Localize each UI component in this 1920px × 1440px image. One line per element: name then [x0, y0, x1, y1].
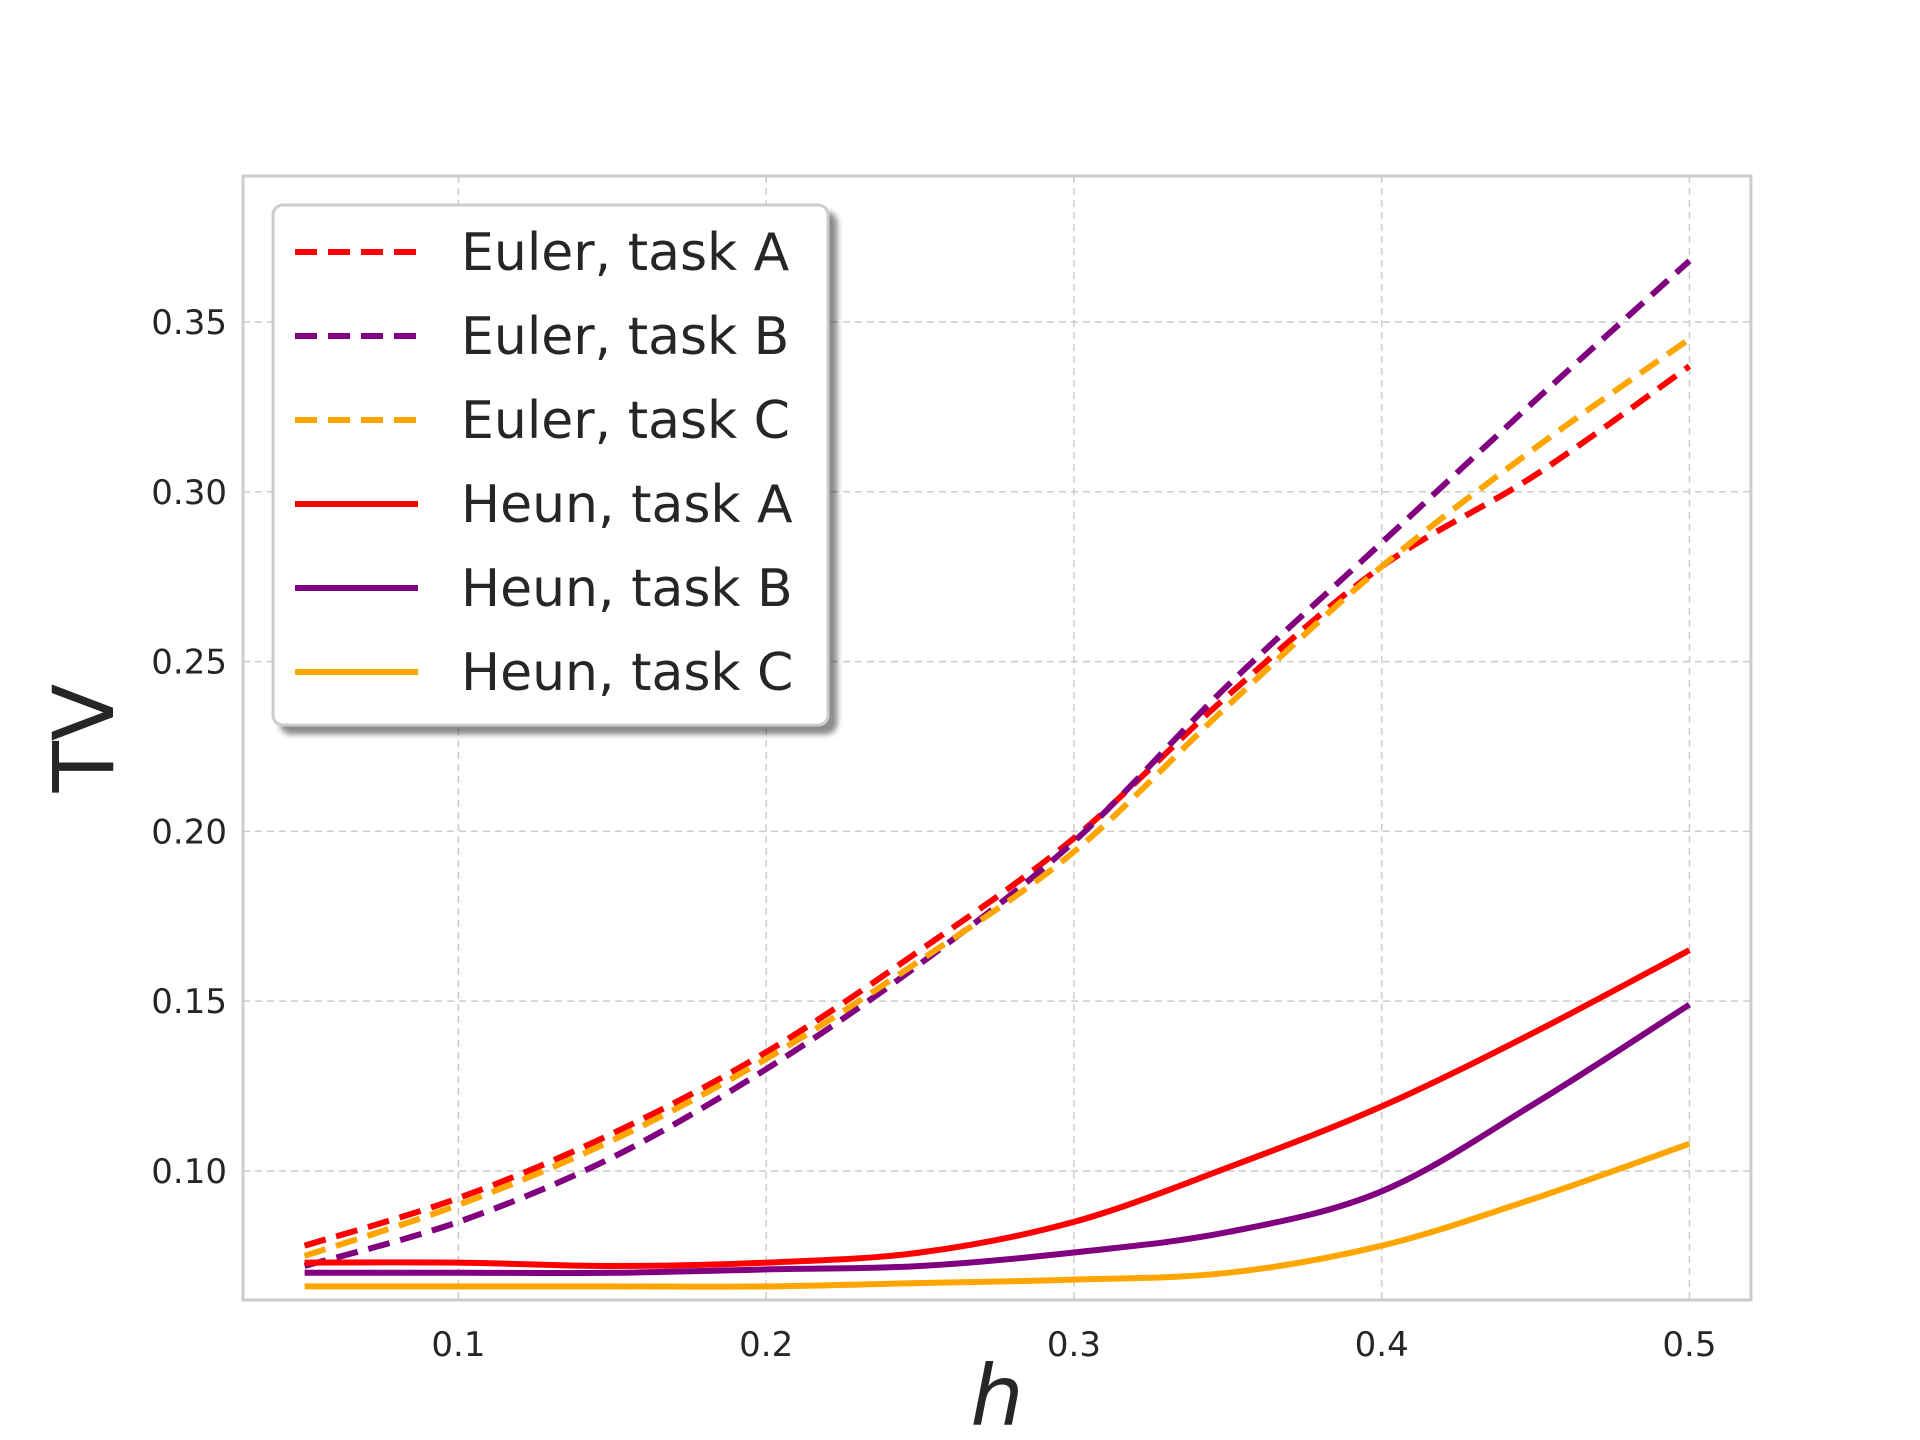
y-tick-label: 0.15	[151, 982, 227, 1022]
x-tick-label: 0.4	[1355, 1325, 1409, 1365]
series-lines	[303, 258, 1692, 1290]
x-tick-label: 0.3	[1047, 1325, 1101, 1365]
grid	[243, 176, 1751, 1300]
x-tick-label: 0.5	[1662, 1325, 1716, 1365]
series-line-heun-task-a	[304, 947, 1691, 1270]
x-axis-label: h	[970, 1347, 1023, 1440]
series-line-heun-task-c	[304, 1140, 1691, 1290]
legend-entry: Heun, task C	[461, 643, 793, 703]
legend-entry: Euler, task C	[461, 391, 790, 451]
x-tick-label: 0.2	[739, 1325, 793, 1365]
legend: Euler, task A Euler, task B Euler, task C H…	[271, 203, 830, 727]
legend-entry: Heun, task B	[461, 559, 793, 619]
y-tick-label: 0.25	[151, 643, 227, 683]
x-tick-label: 0.1	[431, 1325, 485, 1365]
y-tick-label: 0.35	[151, 303, 227, 343]
y-axis-label: TV	[35, 684, 133, 794]
series-line-heun-task-b	[304, 1002, 1692, 1277]
legend-entry: Euler, task B	[461, 307, 789, 367]
y-tick-label: 0.30	[151, 473, 227, 513]
series-line-euler-task-c	[303, 336, 1692, 1259]
legend-entry: Heun, task A	[461, 475, 793, 535]
x-axis-ticks: 0.1 0.2 0.3 0.4 0.5	[431, 1325, 1716, 1365]
series-line-euler-task-a	[303, 363, 1692, 1249]
plot-frame	[241, 174, 1753, 1302]
y-axis-ticks: 0.10 0.15 0.20 0.25 0.30 0.35	[151, 303, 227, 1192]
legend-entry: Euler, task A	[461, 223, 790, 283]
series-line-euler-task-b	[303, 258, 1692, 1269]
y-tick-label: 0.10	[151, 1152, 227, 1192]
y-tick-label: 0.20	[151, 812, 227, 852]
